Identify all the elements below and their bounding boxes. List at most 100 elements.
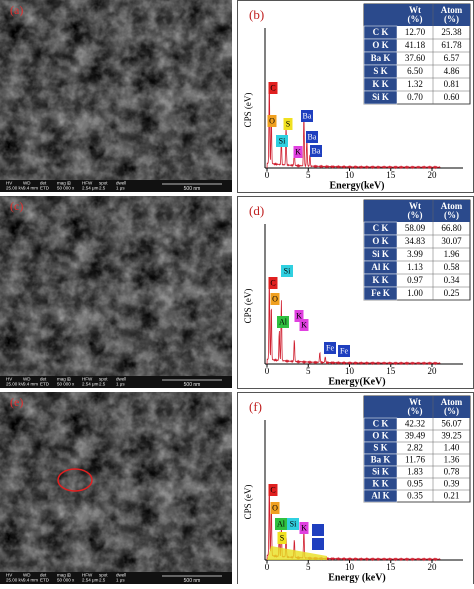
panel-label: (d) <box>249 203 264 218</box>
peak-label-box <box>276 135 288 147</box>
info-value: 2.5 <box>99 186 106 191</box>
table-cell: 1.00 <box>407 288 423 298</box>
info-label: WD <box>23 573 31 578</box>
spectrum-fill <box>267 546 327 560</box>
peak-label-box <box>275 518 287 530</box>
table-element: K K <box>372 79 388 89</box>
spectrum <box>266 288 441 366</box>
info-value: 2.54 μm <box>82 578 99 583</box>
table-cell: 6.50 <box>407 66 423 76</box>
table-element: Si K <box>372 92 389 102</box>
peak-label: O <box>272 503 278 512</box>
peak-label-box <box>277 532 287 544</box>
peak-label-box <box>281 265 293 277</box>
table-element: C K <box>373 27 389 37</box>
peak-label: Fe <box>340 346 348 355</box>
info-value: 1 μs <box>116 578 125 583</box>
info-value: 2.54 μm <box>82 186 99 191</box>
scale-label: 500 nm <box>184 186 201 192</box>
table-cell: 0.58 <box>444 262 460 272</box>
info-label: HV <box>6 377 12 382</box>
x-tick-label: 15 <box>386 562 396 572</box>
spectrum <box>266 90 441 170</box>
table-element: Fe K <box>371 288 390 298</box>
info-value: 1 μs <box>116 186 125 191</box>
eds-panel: (d) CPS (eV) Energy(KeV) 0 5 10 15 20 CO Si Al KK Fe… <box>237 196 474 389</box>
info-label: WD <box>23 181 31 186</box>
x-tick-label: 0 <box>265 562 270 572</box>
table-header: Wt (%) <box>408 5 423 24</box>
x-axis-label: Energy(keV) <box>330 180 385 191</box>
y-axis-label: CPS (eV) <box>243 485 253 520</box>
table-cell: 6.57 <box>444 53 460 63</box>
sem-highlights <box>0 196 232 376</box>
row-head-bg <box>363 286 398 301</box>
peak-label-box <box>268 82 278 94</box>
y-axis-label: CPS (eV) <box>243 93 253 128</box>
peak-label: S <box>280 533 284 542</box>
info-value: 9.4 mm <box>23 382 38 387</box>
table-cell: 0.60 <box>444 92 460 102</box>
table-cell: 1.83 <box>407 467 423 477</box>
peak-label-box <box>301 110 313 122</box>
table-cell: 42.32 <box>405 419 425 429</box>
table-element: S K <box>373 66 387 76</box>
x-tick-label: 10 <box>345 562 355 572</box>
info-label: HFW <box>82 573 93 578</box>
table-header: Atom (%) <box>441 397 463 416</box>
table-cell: 1.36 <box>444 455 460 465</box>
eds-panel: (f) CPS (eV) Energy (keV) 0 5 10 15 20 CO Al Si S K W… <box>237 392 474 585</box>
table-cell: 0.35 <box>407 491 423 501</box>
x-axis-label: Energy(KeV) <box>328 376 385 387</box>
table-element: Al K <box>371 262 389 272</box>
peak-label: Ba <box>312 146 321 155</box>
info-label: HV <box>6 181 12 186</box>
table-cell: 34.83 <box>405 236 426 246</box>
x-tick-label: 20 <box>428 170 438 180</box>
info-label: HFW <box>82 181 93 186</box>
sem-highlights <box>0 0 232 180</box>
info-label: det <box>40 573 47 578</box>
table-cell: 30.07 <box>441 236 462 246</box>
table-cell: 0.97 <box>407 275 423 285</box>
table-cell: 56.07 <box>441 419 462 429</box>
table-element: Ba K <box>371 455 391 465</box>
info-value: 25.00 kV <box>6 578 24 583</box>
table-cell: 0.39 <box>444 479 460 489</box>
info-label: spot <box>99 377 108 382</box>
info-value: ETD <box>40 578 50 583</box>
peak-label-box <box>299 522 309 534</box>
info-value: 50 000 x <box>57 382 75 387</box>
info-value: ETD <box>40 382 50 387</box>
table-cell: 4.86 <box>444 66 460 76</box>
table-element: K K <box>372 479 388 489</box>
info-label: spot <box>99 573 108 578</box>
x-tick-label: 0 <box>265 366 270 376</box>
info-label: mag ⊞ <box>57 573 71 578</box>
info-label: det <box>40 377 47 382</box>
panel-label: (f) <box>249 399 262 414</box>
info-label: HFW <box>82 377 93 382</box>
table-cell: 58.09 <box>405 223 426 233</box>
info-value: 25.00 kV <box>6 382 24 387</box>
table-element: K K <box>372 275 388 285</box>
table-cell: 0.25 <box>444 288 460 298</box>
info-label: mag ⊞ <box>57 181 71 186</box>
info-value: 9.4 mm <box>23 578 38 583</box>
peak-label: K <box>301 320 307 329</box>
table-cell: 2.82 <box>407 443 423 453</box>
info-value: 25.00 kV <box>6 186 24 191</box>
info-value: 2.54 μm <box>82 382 99 387</box>
peak-label-box <box>268 484 278 496</box>
peak-label: Fe <box>326 343 334 352</box>
table-element: C K <box>373 223 389 233</box>
table-element: Si K <box>372 249 389 259</box>
peak-label: Al <box>277 519 286 528</box>
info-value: 2.5 <box>99 382 106 387</box>
peak-label-box <box>270 293 280 305</box>
peak-label: Ba <box>303 111 312 120</box>
table-cell: 0.70 <box>407 92 423 102</box>
table-cell: 12.70 <box>405 27 426 37</box>
